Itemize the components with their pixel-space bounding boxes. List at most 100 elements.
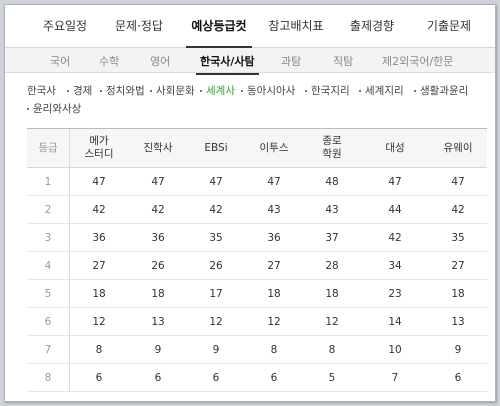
cell-daesung: 23 xyxy=(388,287,402,300)
header-uway: 유웨이 xyxy=(443,141,473,154)
header-grade: 등급 xyxy=(27,129,70,167)
header-megastudy-line2: 스터디 xyxy=(84,148,114,160)
table-row: 1 47 47 47 47 48 47 47 xyxy=(27,168,487,196)
bullet-icon xyxy=(27,108,29,110)
cell-megastudy: 8 xyxy=(95,343,103,356)
cell-uway: 13 xyxy=(451,315,465,328)
tab-exam-trends[interactable]: 출제경향 xyxy=(349,19,395,33)
bullet-icon xyxy=(100,90,102,92)
bullet-icon xyxy=(359,90,361,92)
cell-jinhak: 9 xyxy=(154,343,162,356)
cell-etoos: 27 xyxy=(267,259,281,272)
header-jongno-line2: 학원 xyxy=(322,148,342,160)
cell-etoos: 18 xyxy=(267,287,281,300)
filter-economics[interactable]: 경제 xyxy=(67,83,92,98)
bullet-icon xyxy=(414,90,416,92)
cell-grade: 6 xyxy=(27,308,70,335)
filter-politics-law[interactable]: 정치와법 xyxy=(100,83,145,98)
subtab-korean[interactable]: 국어 xyxy=(50,55,71,68)
tab-schedule[interactable]: 주요일정 xyxy=(42,19,88,33)
filter-label: 경제 xyxy=(73,85,93,97)
filter-label: 세계지리 xyxy=(365,85,404,97)
filter-korean-history[interactable]: 한국사 xyxy=(27,83,56,98)
tab-expected-grade-cut[interactable]: 예상등급컷 xyxy=(186,17,252,48)
cell-etoos: 36 xyxy=(267,231,281,244)
filter-ethics-thought[interactable]: 윤리와사상 xyxy=(27,101,81,116)
filter-label: 사회문화 xyxy=(156,85,195,97)
cell-jongno: 12 xyxy=(325,315,339,328)
header-megastudy-line1: 메가 xyxy=(89,135,109,147)
cell-megastudy: 27 xyxy=(92,259,106,272)
cell-megastudy: 36 xyxy=(92,231,106,244)
tab-questions-answers[interactable]: 문제·정답 xyxy=(115,19,163,33)
content-frame: 주요일정 문제·정답 예상등급컷 참고배치표 출제경향 기출문제 국어 수학 영… xyxy=(4,4,496,402)
table-row: 2 42 42 42 43 43 44 42 xyxy=(27,196,487,224)
cell-daesung: 44 xyxy=(388,203,402,216)
cell-daesung: 47 xyxy=(388,175,402,188)
cell-etoos: 8 xyxy=(270,343,278,356)
cell-uway: 47 xyxy=(451,175,465,188)
cell-grade: 2 xyxy=(27,196,70,223)
cell-ebsi: 17 xyxy=(209,287,223,300)
cell-jongno: 48 xyxy=(325,175,339,188)
cell-daesung: 7 xyxy=(391,371,399,384)
cell-jinhak: 18 xyxy=(151,287,165,300)
filter-world-history[interactable]: 세계사 xyxy=(200,83,235,98)
cell-grade: 1 xyxy=(27,168,70,195)
filter-label: 윤리와사상 xyxy=(33,103,82,115)
filter-korean-geography[interactable]: 한국지리 xyxy=(305,83,350,98)
cell-megastudy: 6 xyxy=(95,371,103,384)
cell-ebsi: 12 xyxy=(209,315,223,328)
filter-east-asian-history[interactable]: 동아시아사 xyxy=(241,83,295,98)
cell-jongno: 18 xyxy=(325,287,339,300)
cell-jinhak: 26 xyxy=(151,259,165,272)
cell-jinhak: 36 xyxy=(151,231,165,244)
cell-jinhak: 13 xyxy=(151,315,165,328)
subtab-english[interactable]: 영어 xyxy=(150,55,171,68)
tab-past-exams[interactable]: 기출문제 xyxy=(426,19,472,33)
subtab-vocational[interactable]: 직탐 xyxy=(333,55,354,68)
cell-grade: 4 xyxy=(27,252,70,279)
cell-ebsi: 26 xyxy=(209,259,223,272)
cell-grade: 3 xyxy=(27,224,70,251)
cell-jongno: 5 xyxy=(328,371,336,384)
cell-grade: 8 xyxy=(27,364,70,391)
cell-grade: 7 xyxy=(27,336,70,363)
subtab-korean-history-social[interactable]: 한국사/사탐 xyxy=(196,55,259,75)
cell-etoos: 6 xyxy=(270,371,278,384)
filter-world-geography[interactable]: 세계지리 xyxy=(359,83,404,98)
filter-label: 동아시아사 xyxy=(247,85,296,97)
sub-tab-bar: 국어 수학 영어 한국사/사탐 과탐 직탐 제2외국어/한문 xyxy=(5,48,495,75)
cell-etoos: 47 xyxy=(267,175,281,188)
cell-jinhak: 42 xyxy=(151,203,165,216)
subtab-math[interactable]: 수학 xyxy=(99,55,120,68)
cell-ebsi: 42 xyxy=(209,203,223,216)
table-row: 8 6 6 6 6 5 7 6 xyxy=(27,364,487,392)
header-ebsi: EBSi xyxy=(204,141,228,154)
table-row: 5 18 18 17 18 18 23 18 xyxy=(27,280,487,308)
cell-ebsi: 9 xyxy=(212,343,220,356)
bullet-icon xyxy=(241,90,243,92)
cell-ebsi: 35 xyxy=(209,231,223,244)
cell-uway: 6 xyxy=(454,371,462,384)
cell-ebsi: 6 xyxy=(212,371,220,384)
cell-jongno: 37 xyxy=(325,231,339,244)
table-header: 등급 메가 스터디 진학사 EBSi 이투스 종로 학원 대성 유웨이 xyxy=(27,129,487,168)
header-daesung: 대성 xyxy=(385,141,405,154)
tab-reference-placement[interactable]: 참고배치표 xyxy=(268,19,324,33)
subtab-science[interactable]: 과탐 xyxy=(281,55,302,68)
cell-ebsi: 47 xyxy=(209,175,223,188)
cell-megastudy: 47 xyxy=(92,175,106,188)
filter-society-culture[interactable]: 사회문화 xyxy=(150,83,195,98)
cell-daesung: 14 xyxy=(388,315,402,328)
cell-uway: 9 xyxy=(454,343,462,356)
cell-megastudy: 12 xyxy=(92,315,106,328)
cell-uway: 18 xyxy=(451,287,465,300)
bullet-icon xyxy=(150,90,152,92)
filter-life-ethics[interactable]: 생활과윤리 xyxy=(414,83,468,98)
cell-grade: 5 xyxy=(27,280,70,307)
cell-daesung: 42 xyxy=(388,231,402,244)
cell-uway: 35 xyxy=(451,231,465,244)
subtab-second-language[interactable]: 제2외국어/한문 xyxy=(382,55,454,68)
filter-label: 정치와법 xyxy=(106,85,145,97)
